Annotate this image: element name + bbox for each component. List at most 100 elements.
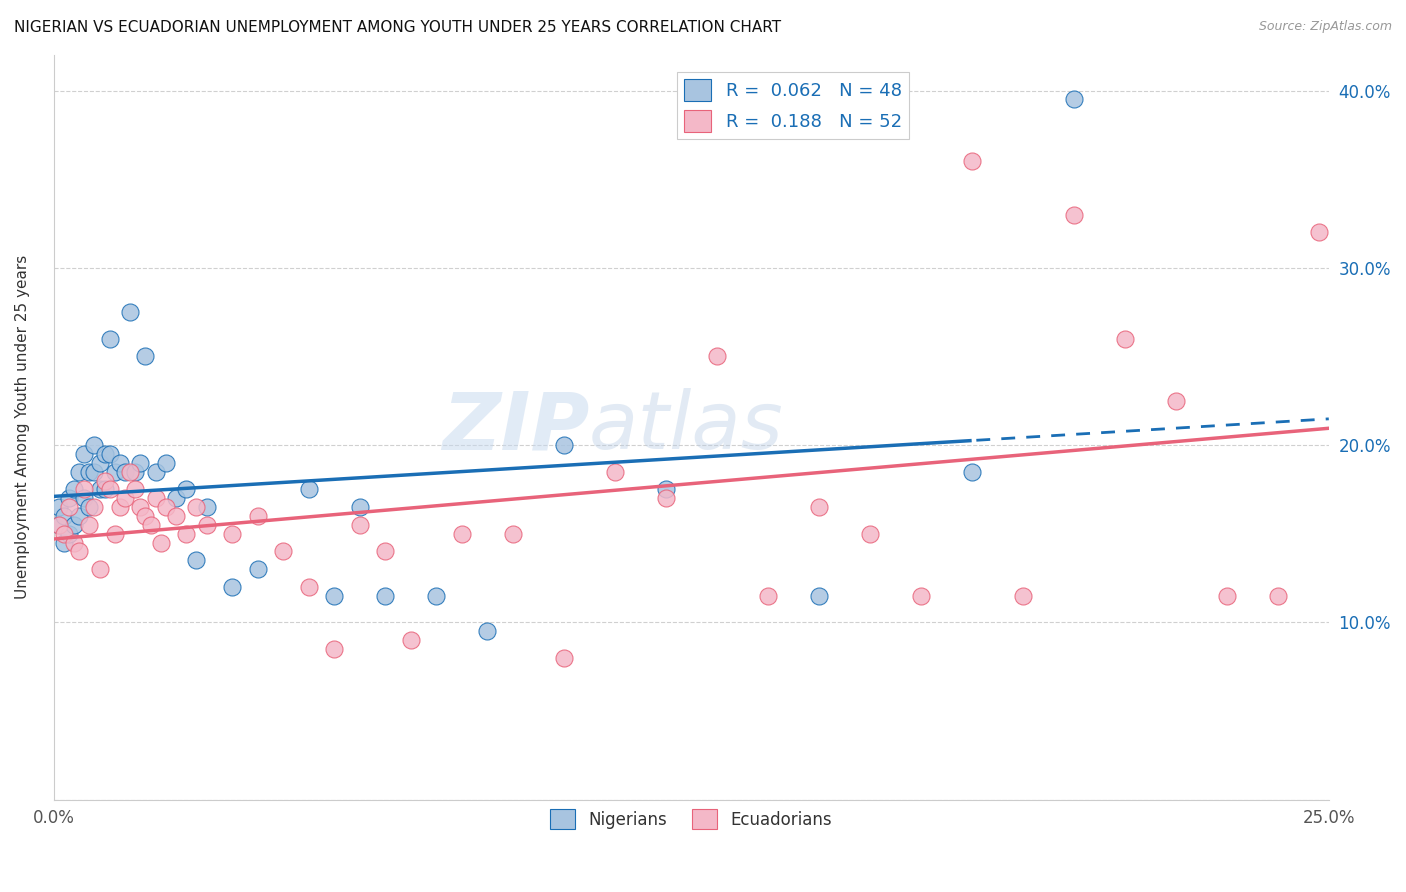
Point (52, 535, 75, 549)
Point (134, 350, 156, 364)
Point (124, 465, 146, 479)
Point (246, 508, 269, 523)
Point (374, 544, 396, 558)
Point (114, 491, 136, 506)
Point (89, 483, 111, 497)
Point (553, 650, 575, 665)
Point (67, 508, 90, 523)
Point (58, 491, 80, 506)
Point (120, 465, 142, 479)
Point (134, 508, 156, 523)
Point (186, 553, 208, 567)
Point (93, 474, 115, 488)
Point (155, 500, 177, 514)
Point (120, 305, 142, 319)
Point (48, 500, 70, 514)
Point (271, 544, 294, 558)
Point (63, 483, 86, 497)
Point (104, 465, 127, 479)
Point (425, 589, 447, 603)
Point (654, 483, 676, 497)
Point (1308, 226, 1330, 240)
Point (67, 465, 90, 479)
Point (129, 456, 152, 470)
Point (104, 526, 127, 541)
Point (323, 641, 346, 656)
Point (859, 526, 882, 541)
Point (399, 633, 422, 648)
Point (108, 500, 131, 514)
Point (98, 332, 121, 346)
Point (195, 517, 218, 532)
Point (910, 589, 932, 603)
Point (374, 589, 396, 603)
Point (553, 438, 575, 452)
Point (807, 589, 830, 603)
Point (73, 447, 96, 461)
Point (186, 500, 208, 514)
Point (960, 154, 983, 169)
Point (1114, 332, 1136, 346)
Text: Source: ZipAtlas.com: Source: ZipAtlas.com (1258, 20, 1392, 33)
Point (1267, 589, 1289, 603)
Text: NIGERIAN VS ECUADORIAN UNEMPLOYMENT AMONG YOUTH UNDER 25 YEARS CORRELATION CHART: NIGERIAN VS ECUADORIAN UNEMPLOYMENT AMON… (14, 20, 782, 35)
Point (807, 500, 830, 514)
Point (63, 517, 86, 532)
Point (1063, 208, 1085, 222)
Point (114, 465, 136, 479)
Point (155, 456, 177, 470)
Point (165, 491, 187, 506)
Point (195, 500, 218, 514)
Point (1011, 589, 1033, 603)
Point (89, 562, 111, 576)
Point (73, 483, 96, 497)
Point (98, 483, 121, 497)
Point (960, 465, 983, 479)
Point (323, 589, 346, 603)
Point (67, 544, 90, 558)
Point (124, 483, 146, 497)
Point (165, 508, 187, 523)
Point (149, 535, 172, 549)
Point (73, 491, 96, 506)
Text: atlas: atlas (589, 388, 785, 467)
Point (83, 438, 105, 452)
Point (93, 447, 115, 461)
Point (79, 517, 101, 532)
Point (174, 526, 197, 541)
Point (603, 465, 626, 479)
Point (246, 562, 269, 576)
Point (108, 456, 131, 470)
Point (129, 500, 152, 514)
Text: ZIP: ZIP (441, 388, 589, 467)
Point (756, 589, 779, 603)
Point (52, 526, 75, 541)
Legend: Nigerians, Ecuadorians: Nigerians, Ecuadorians (544, 802, 839, 836)
Point (48, 517, 70, 532)
Point (58, 526, 80, 541)
Point (1063, 92, 1085, 106)
Point (58, 500, 80, 514)
Point (79, 465, 101, 479)
Point (79, 500, 101, 514)
Point (98, 447, 121, 461)
Point (221, 580, 243, 594)
Point (52, 508, 75, 523)
Point (475, 624, 498, 639)
Point (83, 500, 105, 514)
Point (139, 517, 162, 532)
Point (349, 517, 371, 532)
Point (1216, 589, 1239, 603)
Point (706, 350, 728, 364)
Point (298, 483, 321, 497)
Point (145, 491, 167, 506)
Point (450, 526, 472, 541)
Point (89, 456, 111, 470)
Point (349, 500, 371, 514)
Point (145, 465, 167, 479)
Point (298, 580, 321, 594)
Point (174, 483, 197, 497)
Point (502, 526, 524, 541)
Point (48, 517, 70, 532)
Point (221, 526, 243, 541)
